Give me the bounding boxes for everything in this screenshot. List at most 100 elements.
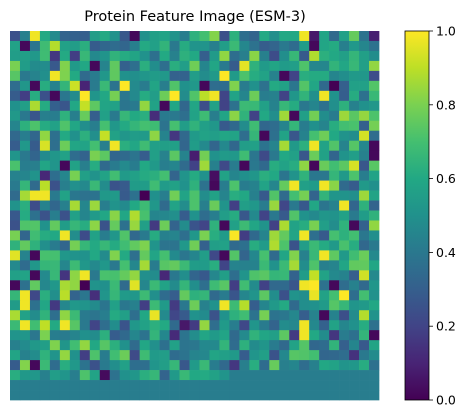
heatmap-cell bbox=[259, 50, 270, 62]
heatmap-cell bbox=[349, 31, 360, 42]
heatmap-cell bbox=[119, 320, 131, 331]
heatmap-cell bbox=[279, 180, 290, 191]
heatmap-cell bbox=[129, 260, 140, 271]
heatmap-cell bbox=[219, 340, 230, 351]
heatmap-cell bbox=[10, 370, 21, 381]
heatmap-cell bbox=[179, 280, 190, 291]
heatmap-cell bbox=[99, 320, 111, 331]
heatmap-cell bbox=[239, 350, 250, 361]
heatmap-cell bbox=[89, 70, 101, 82]
heatmap-cell bbox=[159, 170, 170, 181]
heatmap-cell bbox=[229, 40, 240, 52]
heatmap-cell bbox=[249, 60, 260, 72]
heatmap-cell bbox=[279, 380, 290, 391]
heatmap-cell bbox=[369, 250, 380, 261]
heatmap-cell bbox=[249, 280, 260, 291]
heatmap-cell bbox=[119, 330, 131, 341]
heatmap-cell bbox=[349, 310, 360, 321]
heatmap-cell bbox=[89, 160, 101, 171]
heatmap-cell bbox=[299, 180, 310, 191]
heatmap-cell bbox=[99, 370, 111, 381]
heatmap-cell bbox=[349, 210, 360, 221]
heatmap-cell bbox=[139, 130, 150, 142]
heatmap-cell bbox=[69, 180, 81, 191]
heatmap-cell bbox=[79, 90, 91, 102]
heatmap-cell bbox=[79, 370, 91, 381]
heatmap-cell bbox=[129, 140, 140, 152]
heatmap-cell bbox=[259, 220, 270, 231]
heatmap-cell bbox=[369, 180, 380, 191]
heatmap-cell bbox=[289, 120, 300, 132]
heatmap-cell bbox=[229, 80, 240, 92]
heatmap-cell bbox=[279, 330, 290, 341]
heatmap-cell bbox=[179, 90, 190, 102]
heatmap-cell bbox=[209, 310, 220, 321]
heatmap-cell bbox=[339, 50, 350, 62]
heatmap-cell bbox=[149, 31, 160, 42]
heatmap-cell bbox=[169, 140, 180, 152]
heatmap-cell bbox=[49, 40, 61, 52]
heatmap-cell bbox=[349, 60, 360, 72]
heatmap-cell bbox=[10, 280, 21, 291]
heatmap-cell bbox=[209, 180, 220, 191]
heatmap-cell bbox=[289, 250, 300, 261]
heatmap-cell bbox=[269, 240, 280, 251]
heatmap-cell bbox=[159, 60, 170, 72]
heatmap-cell bbox=[369, 220, 380, 231]
heatmap-cell bbox=[189, 150, 200, 161]
heatmap-cell bbox=[149, 370, 160, 381]
heatmap-cell bbox=[99, 180, 111, 191]
heatmap-cell bbox=[49, 250, 61, 261]
heatmap-cell bbox=[169, 350, 180, 361]
heatmap-cell bbox=[149, 210, 160, 221]
heatmap-cell bbox=[29, 270, 41, 281]
heatmap-cell bbox=[189, 70, 200, 82]
heatmap-cell bbox=[349, 320, 360, 331]
heatmap-cell bbox=[149, 300, 160, 311]
heatmap-cell bbox=[299, 140, 310, 152]
heatmap-cell bbox=[109, 180, 121, 191]
heatmap-cell bbox=[79, 360, 91, 371]
heatmap-cell bbox=[269, 320, 280, 331]
heatmap-cell bbox=[189, 160, 200, 171]
heatmap-cell bbox=[359, 250, 370, 261]
heatmap-cell bbox=[249, 390, 260, 401]
heatmap-cell bbox=[19, 140, 31, 152]
heatmap-cell bbox=[369, 350, 380, 361]
heatmap-cell bbox=[19, 80, 31, 92]
heatmap-cell bbox=[69, 260, 81, 271]
heatmap-cell bbox=[189, 80, 200, 92]
heatmap-cell bbox=[159, 130, 170, 142]
heatmap-cell bbox=[29, 170, 41, 181]
heatmap-cell bbox=[219, 390, 230, 401]
heatmap-cell bbox=[179, 270, 190, 281]
heatmap-cell bbox=[299, 210, 310, 221]
heatmap-cell bbox=[199, 380, 210, 391]
heatmap-cell bbox=[39, 170, 51, 181]
heatmap-cell bbox=[299, 260, 310, 271]
heatmap-cell bbox=[289, 310, 300, 321]
heatmap-cell bbox=[299, 350, 310, 361]
heatmap-cell bbox=[69, 250, 81, 261]
heatmap-cell bbox=[119, 290, 131, 301]
heatmap-cell bbox=[219, 220, 230, 231]
heatmap-cell bbox=[259, 200, 270, 211]
heatmap-cell bbox=[149, 390, 160, 401]
heatmap-cell bbox=[239, 170, 250, 181]
heatmap-cell bbox=[239, 50, 250, 62]
heatmap-cell bbox=[39, 210, 51, 221]
heatmap-cell bbox=[169, 250, 180, 261]
heatmap-cell bbox=[59, 80, 71, 92]
heatmap-cell bbox=[39, 70, 51, 82]
heatmap-cell bbox=[149, 170, 160, 181]
heatmap-cell bbox=[319, 110, 330, 122]
heatmap-cell bbox=[39, 31, 51, 42]
heatmap-cell bbox=[29, 180, 41, 191]
heatmap-cell bbox=[309, 210, 320, 221]
heatmap-cell bbox=[149, 150, 160, 161]
heatmap-cell bbox=[109, 170, 121, 181]
heatmap-cell bbox=[10, 270, 21, 281]
heatmap-cell bbox=[69, 160, 81, 171]
heatmap-cell bbox=[309, 70, 320, 82]
heatmap-cell bbox=[309, 380, 320, 391]
